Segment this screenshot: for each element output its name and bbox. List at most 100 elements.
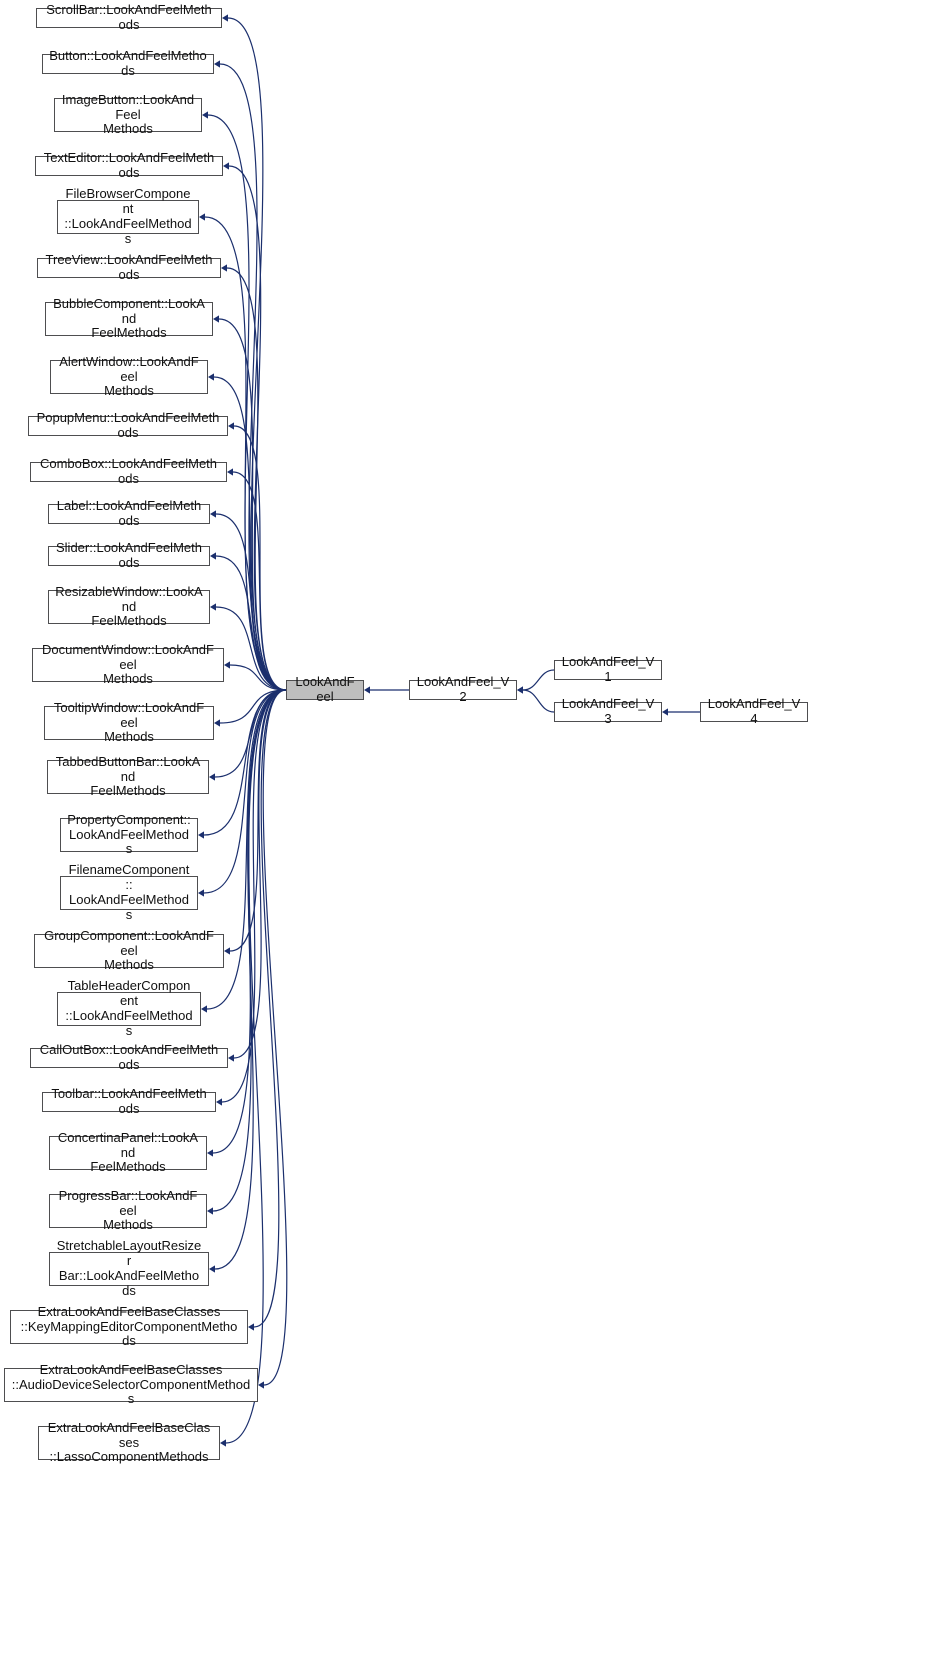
edge xyxy=(220,690,286,723)
node-n14[interactable]: DocumentWindow::LookAndFeel Methods xyxy=(32,648,224,682)
node-n4[interactable]: TextEditor::LookAndFeelMethods xyxy=(35,156,223,176)
node-n18[interactable]: FilenameComponent:: LookAndFeelMethods xyxy=(60,876,198,910)
node-label: ScrollBar::LookAndFeelMethods xyxy=(43,3,215,33)
arrow-head xyxy=(258,1381,264,1388)
node-n17[interactable]: PropertyComponent:: LookAndFeelMethods xyxy=(60,818,198,852)
arrow-head xyxy=(210,552,216,559)
arrow-head xyxy=(214,60,220,67)
arrow-head xyxy=(223,162,229,169)
arrow-head xyxy=(207,1207,213,1214)
node-label: PropertyComponent:: LookAndFeelMethods xyxy=(67,813,191,858)
node-center[interactable]: LookAndFeel xyxy=(286,680,364,700)
node-n8[interactable]: AlertWindow::LookAndFeel Methods xyxy=(50,360,208,394)
arrow-head xyxy=(364,686,370,693)
node-n5[interactable]: FileBrowserComponent ::LookAndFeelMethod… xyxy=(57,200,199,234)
node-n13[interactable]: ResizableWindow::LookAnd FeelMethods xyxy=(48,590,210,624)
node-v3[interactable]: LookAndFeel_V3 xyxy=(554,702,662,722)
node-label: CallOutBox::LookAndFeelMethods xyxy=(37,1043,221,1073)
edge xyxy=(222,690,286,1102)
edge xyxy=(254,690,286,1327)
node-label: GroupComponent::LookAndFeel Methods xyxy=(41,929,217,974)
node-n20[interactable]: TableHeaderComponent ::LookAndFeelMethod… xyxy=(57,992,201,1026)
node-n15[interactable]: TooltipWindow::LookAndFeel Methods xyxy=(44,706,214,740)
edge xyxy=(208,115,286,690)
node-n7[interactable]: BubbleComponent::LookAnd FeelMethods xyxy=(45,302,213,336)
arrow-head xyxy=(228,1054,234,1061)
edge xyxy=(229,166,286,690)
diagram-canvas: LookAndFeel ScrollBar::LookAndFeelMethods… xyxy=(0,0,935,1675)
node-v4[interactable]: LookAndFeel_V4 xyxy=(700,702,808,722)
node-n12[interactable]: Slider::LookAndFeelMethods xyxy=(48,546,210,566)
node-n19[interactable]: GroupComponent::LookAndFeel Methods xyxy=(34,934,224,968)
node-n6[interactable]: TreeView::LookAndFeelMethods xyxy=(37,258,221,278)
edge xyxy=(216,514,286,690)
node-label: Slider::LookAndFeelMethods xyxy=(55,541,203,571)
node-label: LookAndFeel_V4 xyxy=(707,697,801,727)
arrow-head xyxy=(210,603,216,610)
node-label: ImageButton::LookAndFeel Methods xyxy=(61,93,195,138)
edge xyxy=(523,690,554,712)
node-label: TabbedButtonBar::LookAnd FeelMethods xyxy=(54,755,202,800)
node-label: Button::LookAndFeelMethods xyxy=(49,49,207,79)
edge xyxy=(215,690,286,1269)
arrow-head xyxy=(213,315,219,322)
node-n16[interactable]: TabbedButtonBar::LookAnd FeelMethods xyxy=(47,760,209,794)
arrow-head xyxy=(517,686,523,693)
arrow-head xyxy=(209,773,215,780)
arrow-head xyxy=(221,264,227,271)
edge xyxy=(263,690,287,1385)
node-label: ExtraLookAndFeelBaseClasses ::LassoCompo… xyxy=(45,1421,213,1466)
node-n10[interactable]: ComboBox::LookAndFeelMethods xyxy=(30,462,227,482)
node-n24[interactable]: ProgressBar::LookAndFeel Methods xyxy=(49,1194,207,1228)
edge xyxy=(230,690,286,951)
arrow-head xyxy=(207,1149,213,1156)
node-label: ComboBox::LookAndFeelMethods xyxy=(37,457,220,487)
arrow-head xyxy=(209,1265,215,1272)
edge xyxy=(230,665,286,690)
node-label: TableHeaderComponent ::LookAndFeelMethod… xyxy=(64,979,194,1039)
node-label: TooltipWindow::LookAndFeel Methods xyxy=(51,701,207,746)
arrow-head xyxy=(224,661,230,668)
node-n25[interactable]: StretchableLayoutResizer Bar::LookAndFee… xyxy=(49,1252,209,1286)
arrow-head xyxy=(210,510,216,517)
arrow-head xyxy=(199,213,205,220)
edge xyxy=(215,690,286,777)
arrow-head xyxy=(208,373,214,380)
node-label: ProgressBar::LookAndFeel Methods xyxy=(56,1189,200,1234)
node-label: ExtraLookAndFeelBaseClasses ::KeyMapping… xyxy=(17,1305,241,1350)
node-n27[interactable]: ExtraLookAndFeelBaseClasses ::AudioDevic… xyxy=(4,1368,258,1402)
node-n22[interactable]: Toolbar::LookAndFeelMethods xyxy=(42,1092,216,1112)
node-v1[interactable]: LookAndFeel_V1 xyxy=(554,660,662,680)
edge xyxy=(234,426,286,690)
node-label: FileBrowserComponent ::LookAndFeelMethod… xyxy=(64,187,192,247)
node-n21[interactable]: CallOutBox::LookAndFeelMethods xyxy=(30,1048,228,1068)
node-n9[interactable]: PopupMenu::LookAndFeelMethods xyxy=(28,416,228,436)
arrow-head xyxy=(198,831,204,838)
node-v2[interactable]: LookAndFeel_V2 xyxy=(409,680,517,700)
arrow-head xyxy=(198,889,204,896)
edge xyxy=(205,217,286,690)
node-n28[interactable]: ExtraLookAndFeelBaseClasses ::LassoCompo… xyxy=(38,1426,220,1460)
node-label: StretchableLayoutResizer Bar::LookAndFee… xyxy=(56,1239,202,1299)
node-n11[interactable]: Label::LookAndFeelMethods xyxy=(48,504,210,524)
arrow-head xyxy=(216,1098,222,1105)
node-label: LookAndFeel_V1 xyxy=(561,655,655,685)
arrow-head xyxy=(214,719,220,726)
node-n23[interactable]: ConcertinaPanel::LookAnd FeelMethods xyxy=(49,1136,207,1170)
node-n26[interactable]: ExtraLookAndFeelBaseClasses ::KeyMapping… xyxy=(10,1310,248,1344)
node-label: DocumentWindow::LookAndFeel Methods xyxy=(39,643,217,688)
node-label: Toolbar::LookAndFeelMethods xyxy=(49,1087,209,1117)
edge xyxy=(204,690,286,893)
arrow-head xyxy=(248,1323,254,1330)
node-label: AlertWindow::LookAndFeel Methods xyxy=(57,355,201,400)
node-n3[interactable]: ImageButton::LookAndFeel Methods xyxy=(54,98,202,132)
node-n1[interactable]: ScrollBar::LookAndFeelMethods xyxy=(36,8,222,28)
arrow-head xyxy=(517,686,523,693)
edge xyxy=(219,319,286,690)
node-n2[interactable]: Button::LookAndFeelMethods xyxy=(42,54,214,74)
node-label: ResizableWindow::LookAnd FeelMethods xyxy=(55,585,203,630)
edge xyxy=(220,64,286,690)
arrow-head xyxy=(224,947,230,954)
edge xyxy=(216,556,286,690)
arrow-head xyxy=(220,1439,226,1446)
